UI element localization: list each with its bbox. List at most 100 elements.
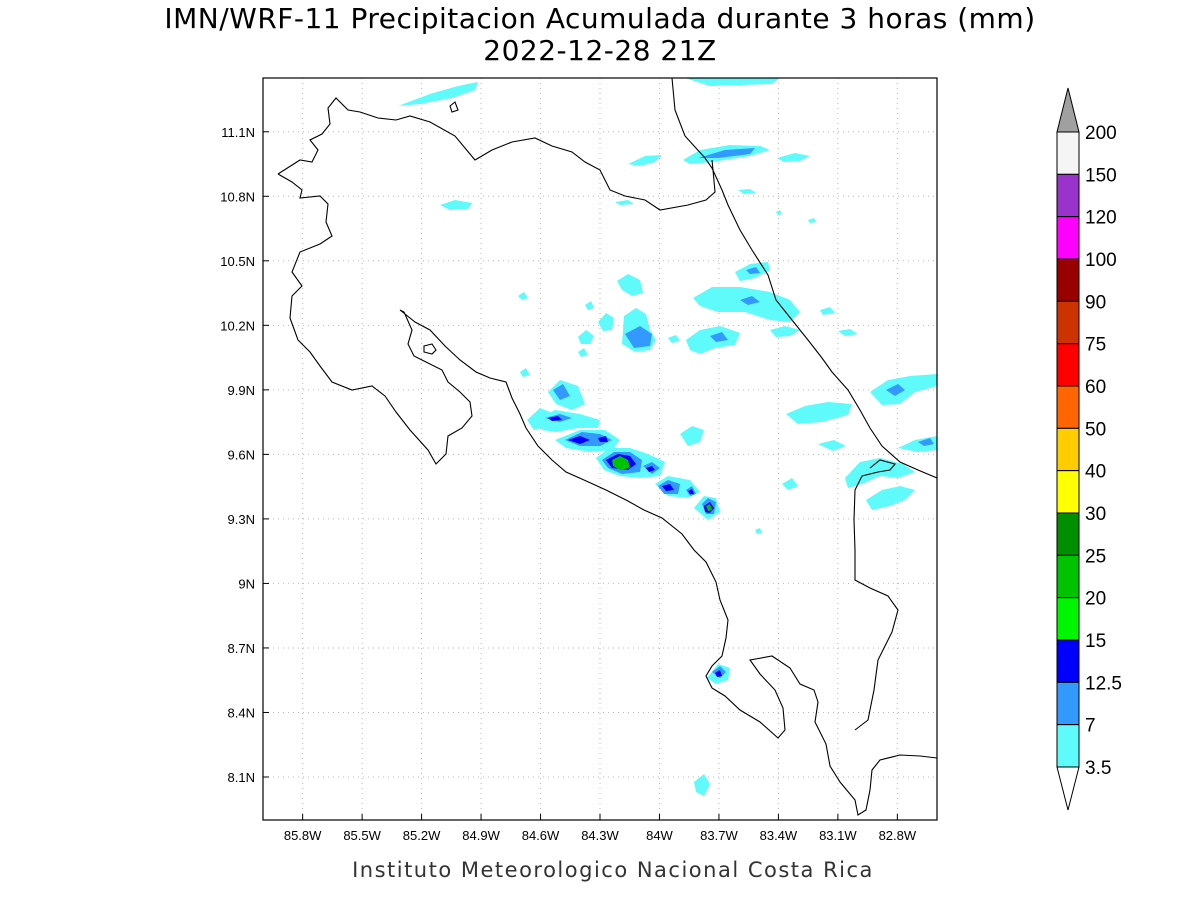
nicoya-island (423, 343, 437, 355)
rain-cell (568, 436, 590, 444)
rain-cell (776, 210, 782, 215)
rain-cell (646, 466, 655, 472)
rain-cell (680, 426, 704, 446)
nicaragua-border (277, 97, 716, 211)
rain-cell (585, 301, 594, 310)
legend-swatch (1056, 300, 1080, 345)
rain-cell (612, 456, 630, 470)
legend-label: 7 (1085, 716, 1096, 737)
rain-cell (866, 486, 915, 510)
y-tick-label: 11.1N (221, 125, 255, 140)
x-tick-label: 84.6W (522, 828, 560, 843)
legend-label: 90 (1085, 292, 1106, 313)
legend-label: 40 (1085, 462, 1106, 483)
legend-swatch (1056, 131, 1080, 175)
legend-swatch (1056, 258, 1080, 302)
y-tick-label: 8.4N (228, 705, 255, 720)
rain-cell (668, 335, 680, 343)
x-tick-label: 84.9W (462, 828, 500, 843)
panama-border (853, 459, 899, 731)
legend-label: 75 (1085, 335, 1106, 356)
x-tick-label: 85.5W (343, 828, 381, 843)
rain-cell (818, 440, 846, 451)
legend-swatch (1056, 512, 1080, 556)
rain-cell (548, 416, 562, 421)
legend-swatch (1056, 343, 1080, 387)
rain-cell (537, 410, 600, 432)
legend-label: 25 (1085, 546, 1106, 567)
rain-cell (625, 326, 652, 348)
rain-cell (755, 528, 762, 534)
rain-cell (578, 348, 588, 357)
rain-cell (598, 313, 614, 331)
x-tick-label: 83.4W (760, 828, 798, 843)
rain-cell (518, 292, 528, 300)
legend-label: 20 (1085, 589, 1106, 610)
rain-cell (770, 326, 800, 337)
rain-cell (886, 384, 905, 396)
legend-swatch (1056, 681, 1080, 726)
longitude-axis: 85.8W 85.5W 85.2W 84.9W 84.6W 84.3W 84W 83.7W 83… (284, 814, 917, 843)
pacific-coast-north (277, 173, 937, 816)
rain-cell (520, 368, 530, 377)
rain-cell (628, 155, 662, 166)
rain-cell (918, 438, 934, 446)
legend-label: 150 (1085, 165, 1117, 186)
legend-label: 50 (1085, 419, 1106, 440)
legend-label: 60 (1085, 377, 1106, 398)
rain-cell (710, 332, 728, 342)
rain-cell (777, 153, 810, 162)
rain-cell (715, 670, 722, 677)
legend-swatch (1056, 173, 1080, 218)
caribbean-coast (671, 78, 937, 479)
y-tick-label: 9.9N (228, 383, 255, 398)
legend-swatch (1056, 724, 1080, 768)
color-scale-legend: 3.5 7 12.5 15 20 25 30 40 50 60 75 90 100 120 150 200 (1056, 87, 1122, 811)
rain-cell (838, 329, 858, 336)
rain-cell (578, 330, 594, 344)
rain-cell (693, 287, 800, 322)
rain-cell (553, 384, 570, 400)
x-tick-label: 85.2W (403, 828, 441, 843)
rain-cell (686, 326, 740, 354)
rain-cell (845, 458, 915, 488)
coastlines (277, 78, 937, 816)
rain-cell (786, 402, 852, 424)
x-tick-label: 84W (646, 828, 673, 843)
y-tick-label: 10.2N (220, 318, 255, 333)
legend-label: 30 (1085, 504, 1106, 525)
rain-cell (688, 489, 694, 494)
rain-cell (746, 267, 760, 274)
rain-cell (617, 274, 643, 296)
x-tick-label: 83.7W (700, 828, 738, 843)
rain-cell (706, 504, 712, 511)
legend-swatch (1056, 597, 1080, 641)
y-tick-label: 10.8N (220, 189, 255, 204)
rain-cell (740, 296, 760, 305)
y-tick-label: 9.6N (228, 447, 255, 462)
legend-label: 3.5 (1085, 758, 1111, 779)
y-tick-label: 9N (238, 576, 255, 591)
legend-label: 12.5 (1085, 673, 1122, 694)
legend-arrow-lower (1056, 766, 1080, 811)
rain-cell (685, 78, 780, 86)
rain-cell (398, 82, 478, 106)
legend-swatch (1056, 427, 1080, 472)
y-tick-label: 10.5N (220, 254, 255, 269)
latitude-axis: 11.1N 10.8N 10.5N 10.2N 9.9N 9.6N 9.3N 9N 8.7N 8.… (220, 125, 269, 785)
legend-swatch (1056, 216, 1080, 260)
precipitation-field (398, 78, 937, 796)
x-tick-label: 82.8W (879, 828, 917, 843)
legend-label: 100 (1085, 250, 1117, 271)
y-tick-label: 8.1N (228, 770, 255, 785)
x-tick-label: 84.3W (581, 828, 619, 843)
legend-label: 120 (1085, 208, 1117, 229)
footer-credit: Instituto Meteorologico Nacional Costa R… (352, 858, 874, 882)
figure-title-line1: IMN/WRF-11 Precipitacion Acumulada duran… (164, 2, 1035, 35)
rain-cell (662, 484, 674, 491)
legend-swatch (1056, 470, 1080, 514)
rain-cell (598, 436, 608, 442)
y-tick-label: 9.3N (228, 512, 255, 527)
rain-cell (615, 200, 634, 205)
